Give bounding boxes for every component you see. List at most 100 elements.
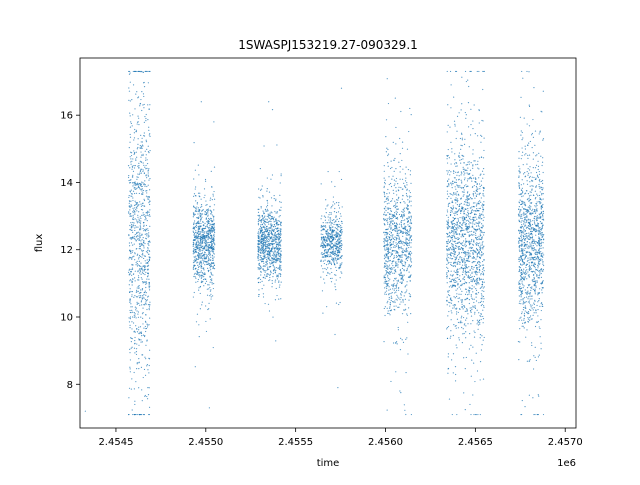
data-point xyxy=(388,264,391,266)
data-point xyxy=(333,243,335,246)
data-point xyxy=(393,249,395,252)
data-point xyxy=(258,251,260,254)
data-point xyxy=(451,220,453,222)
data-point xyxy=(134,200,136,202)
data-point xyxy=(210,240,213,242)
data-point xyxy=(464,111,466,114)
data-point xyxy=(205,241,208,243)
data-point xyxy=(137,264,139,266)
data-point xyxy=(197,207,200,209)
data-point xyxy=(474,219,476,222)
data-point xyxy=(323,253,325,255)
data-point xyxy=(139,216,141,218)
data-point xyxy=(193,261,195,263)
data-point xyxy=(327,254,329,256)
data-point xyxy=(148,283,150,285)
data-point xyxy=(207,208,209,210)
data-point xyxy=(280,233,282,235)
data-point xyxy=(410,195,412,198)
data-point xyxy=(208,258,210,260)
data-point xyxy=(148,168,150,170)
data-point xyxy=(468,252,470,254)
data-point xyxy=(462,308,464,310)
data-point xyxy=(144,266,146,268)
data-point xyxy=(449,211,452,213)
data-point xyxy=(271,241,273,243)
data-point xyxy=(142,104,144,106)
data-point xyxy=(147,260,150,263)
data-point xyxy=(197,230,199,232)
data-point xyxy=(394,262,397,264)
data-point xyxy=(141,141,143,143)
data-point xyxy=(278,237,281,239)
data-point xyxy=(260,229,262,231)
data-point xyxy=(384,306,386,308)
data-point xyxy=(265,231,268,233)
data-point xyxy=(128,256,131,258)
data-point xyxy=(198,324,200,326)
data-point xyxy=(272,316,274,318)
data-point xyxy=(325,233,328,235)
data-point xyxy=(198,195,200,197)
data-point xyxy=(400,272,402,274)
data-point xyxy=(324,259,326,261)
data-point xyxy=(277,243,279,245)
data-point xyxy=(267,232,270,234)
data-point xyxy=(200,265,202,268)
data-point xyxy=(279,284,281,286)
data-point xyxy=(474,331,476,334)
data-point xyxy=(330,247,333,249)
data-point xyxy=(341,229,343,231)
data-point xyxy=(270,223,272,225)
data-point xyxy=(134,306,136,308)
data-point xyxy=(272,253,275,255)
data-point xyxy=(135,226,137,228)
data-point xyxy=(449,294,451,297)
data-point xyxy=(262,241,264,243)
data-point xyxy=(201,213,204,215)
data-point xyxy=(384,274,386,276)
data-point xyxy=(472,320,474,322)
data-point xyxy=(477,163,479,165)
data-point xyxy=(390,292,392,295)
data-point xyxy=(387,312,389,314)
data-point xyxy=(400,260,402,263)
data-point xyxy=(455,344,457,346)
data-point xyxy=(401,226,403,228)
data-point xyxy=(403,182,405,184)
data-point xyxy=(389,182,392,185)
data-point xyxy=(201,267,203,269)
data-point xyxy=(403,207,405,209)
data-point xyxy=(387,300,389,302)
data-point xyxy=(139,105,141,107)
data-point xyxy=(461,218,463,220)
data-point xyxy=(464,172,466,174)
data-point xyxy=(476,202,478,204)
data-point xyxy=(136,331,139,333)
data-point xyxy=(274,257,276,259)
data-point xyxy=(139,170,142,172)
data-point xyxy=(450,261,452,264)
data-point xyxy=(277,260,279,262)
data-point xyxy=(468,195,470,197)
data-point xyxy=(128,202,130,204)
data-point xyxy=(144,290,146,292)
data-point xyxy=(196,258,198,260)
data-point xyxy=(333,260,335,262)
data-point xyxy=(131,258,133,260)
data-point xyxy=(465,184,467,186)
data-point xyxy=(404,304,406,306)
data-point xyxy=(135,93,137,95)
data-point xyxy=(451,223,454,226)
data-point xyxy=(457,210,459,212)
data-point xyxy=(336,262,338,264)
data-point xyxy=(405,371,407,374)
data-point xyxy=(452,217,454,219)
data-point xyxy=(258,246,260,248)
data-point xyxy=(148,306,151,308)
data-point xyxy=(199,240,202,242)
data-point xyxy=(399,349,402,351)
data-point xyxy=(138,256,140,258)
data-point xyxy=(148,196,150,199)
data-point xyxy=(477,243,479,245)
